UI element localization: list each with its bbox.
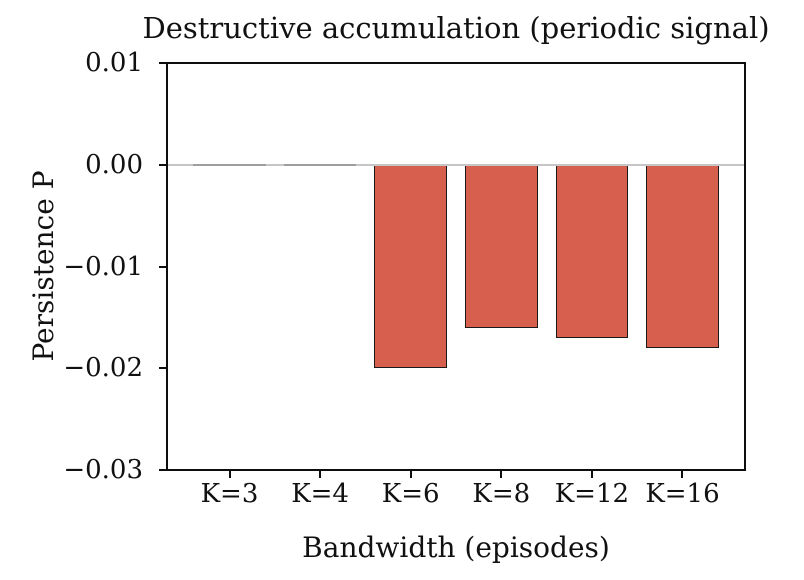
x-tick-label: K=6 — [381, 479, 440, 509]
bar-K=8 — [465, 164, 538, 328]
bar-K=6 — [374, 164, 447, 369]
y-tick — [159, 265, 166, 268]
x-tick — [409, 471, 412, 478]
y-tick-label: −0.03 — [63, 455, 143, 485]
x-tick — [319, 471, 322, 478]
y-tick-label: −0.02 — [63, 353, 143, 384]
x-tick-label: K=16 — [645, 479, 720, 509]
x-tick-label: K=8 — [472, 479, 531, 509]
x-tick-label: K=12 — [554, 479, 630, 509]
bar-K=4 — [283, 163, 357, 166]
y-tick-label: −0.01 — [63, 251, 143, 282]
x-tick — [681, 471, 684, 478]
x-tick-label: K=3 — [200, 479, 259, 509]
y-tick — [159, 163, 166, 166]
bar-K=3 — [193, 163, 266, 166]
x-axis-label: Bandwidth (episodes) — [302, 531, 610, 564]
x-tick-label: K=4 — [291, 479, 349, 509]
zero-line — [167, 164, 745, 166]
y-tick — [159, 62, 166, 64]
chart-title: Destructive accumulation (periodic signa… — [142, 11, 770, 45]
x-tick — [500, 471, 503, 478]
y-tick-label: 0.00 — [85, 149, 143, 180]
x-tick — [590, 471, 593, 478]
bar-K=16 — [646, 164, 719, 348]
bar-K=12 — [555, 164, 629, 338]
x-tick — [228, 471, 231, 478]
y-tick — [159, 469, 166, 471]
plot-area: 0.01 0.00 −0.01 −0.02 −0.03 K=3 K=4 K=6 K=8 K=12 K… — [63, 48, 746, 509]
y-tick — [159, 367, 166, 370]
y-tick-label: 0.01 — [85, 48, 143, 78]
